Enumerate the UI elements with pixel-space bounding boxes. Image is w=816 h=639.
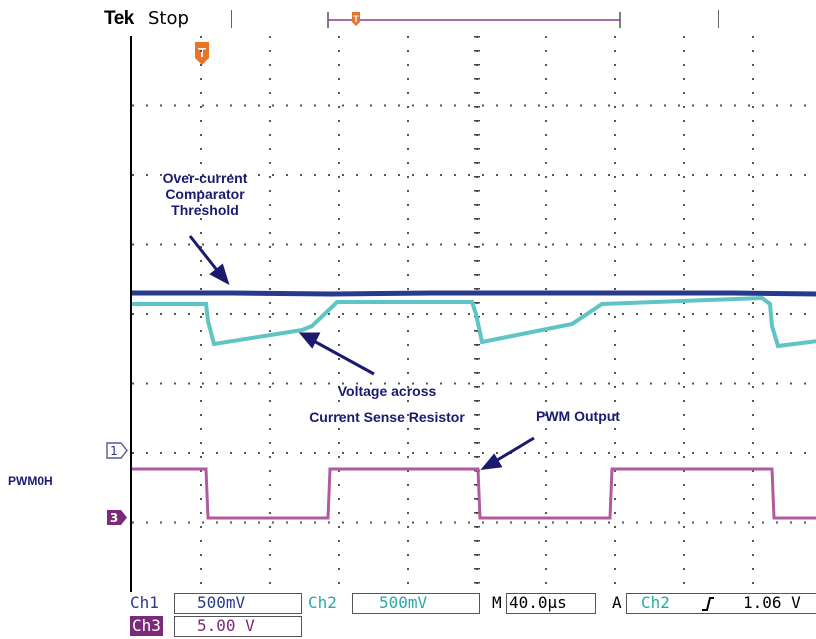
trigger-marker-icon: T bbox=[192, 40, 212, 66]
run-state-label: Stop bbox=[148, 8, 189, 29]
trigger-mode: A bbox=[612, 593, 622, 612]
ch2-scale-box[interactable]: 500mV bbox=[352, 593, 480, 614]
ch3-scale-box[interactable]: 5.00 V bbox=[174, 616, 302, 637]
threshold-annotation: Over-current Comparator Threshold bbox=[162, 170, 248, 218]
trigger-position-icon: T bbox=[352, 12, 360, 26]
scope-footer: Ch1 500mV Ch2 500mV M 40.0µs A Ch2 1.06 … bbox=[130, 592, 816, 639]
svg-text:T: T bbox=[198, 45, 206, 60]
ch1-ground-marker[interactable]: 1 bbox=[106, 442, 128, 459]
voltage-arrow bbox=[311, 338, 375, 376]
ch2-label: Ch2 bbox=[308, 593, 337, 612]
threshold-arrow bbox=[188, 235, 222, 275]
ch3-trace bbox=[132, 467, 816, 520]
scope-header: Tek Stop T bbox=[0, 0, 816, 36]
graticule bbox=[132, 36, 806, 584]
ch1-scale: 500mV bbox=[197, 593, 246, 612]
timebase-value: 40.0µs bbox=[509, 593, 567, 612]
timebase-box[interactable]: 40.0µs bbox=[506, 593, 596, 614]
trigger-source: Ch2 bbox=[641, 593, 670, 612]
timebase-prefix: M bbox=[492, 593, 502, 612]
svg-text:1: 1 bbox=[110, 444, 118, 458]
ch3-scale: 5.00 V bbox=[197, 616, 255, 635]
voltage-annotation: Voltage across Current Sense Resistor bbox=[309, 383, 465, 425]
header-divider bbox=[231, 10, 232, 28]
waveform-canvas bbox=[132, 36, 816, 584]
record-position-bar: T bbox=[327, 12, 621, 28]
svg-text:T: T bbox=[353, 14, 359, 24]
waveform-display[interactable]: Over-current Comparator Threshold Voltag… bbox=[130, 36, 816, 592]
pwm0h-label: PWM0H bbox=[8, 474, 53, 488]
ch3-ground-marker[interactable]: 3 bbox=[106, 509, 128, 526]
pwm-arrow bbox=[493, 436, 535, 464]
rising-edge-icon bbox=[702, 597, 714, 611]
ch1-label: Ch1 bbox=[130, 593, 159, 612]
header-divider bbox=[718, 10, 719, 28]
ch1-scale-box[interactable]: 500mV bbox=[174, 593, 302, 614]
ch2-trace bbox=[132, 295, 816, 349]
pwm-annotation: PWM Output bbox=[536, 408, 620, 424]
ch1-trace bbox=[132, 290, 816, 297]
trigger-level: 1.06 V bbox=[743, 593, 801, 612]
ch3-label: Ch3 bbox=[130, 616, 163, 636]
brand-label: Tek bbox=[104, 8, 134, 29]
trigger-box[interactable]: Ch2 1.06 V bbox=[626, 593, 816, 614]
ch2-scale: 500mV bbox=[379, 593, 428, 612]
svg-text:3: 3 bbox=[110, 511, 118, 525]
